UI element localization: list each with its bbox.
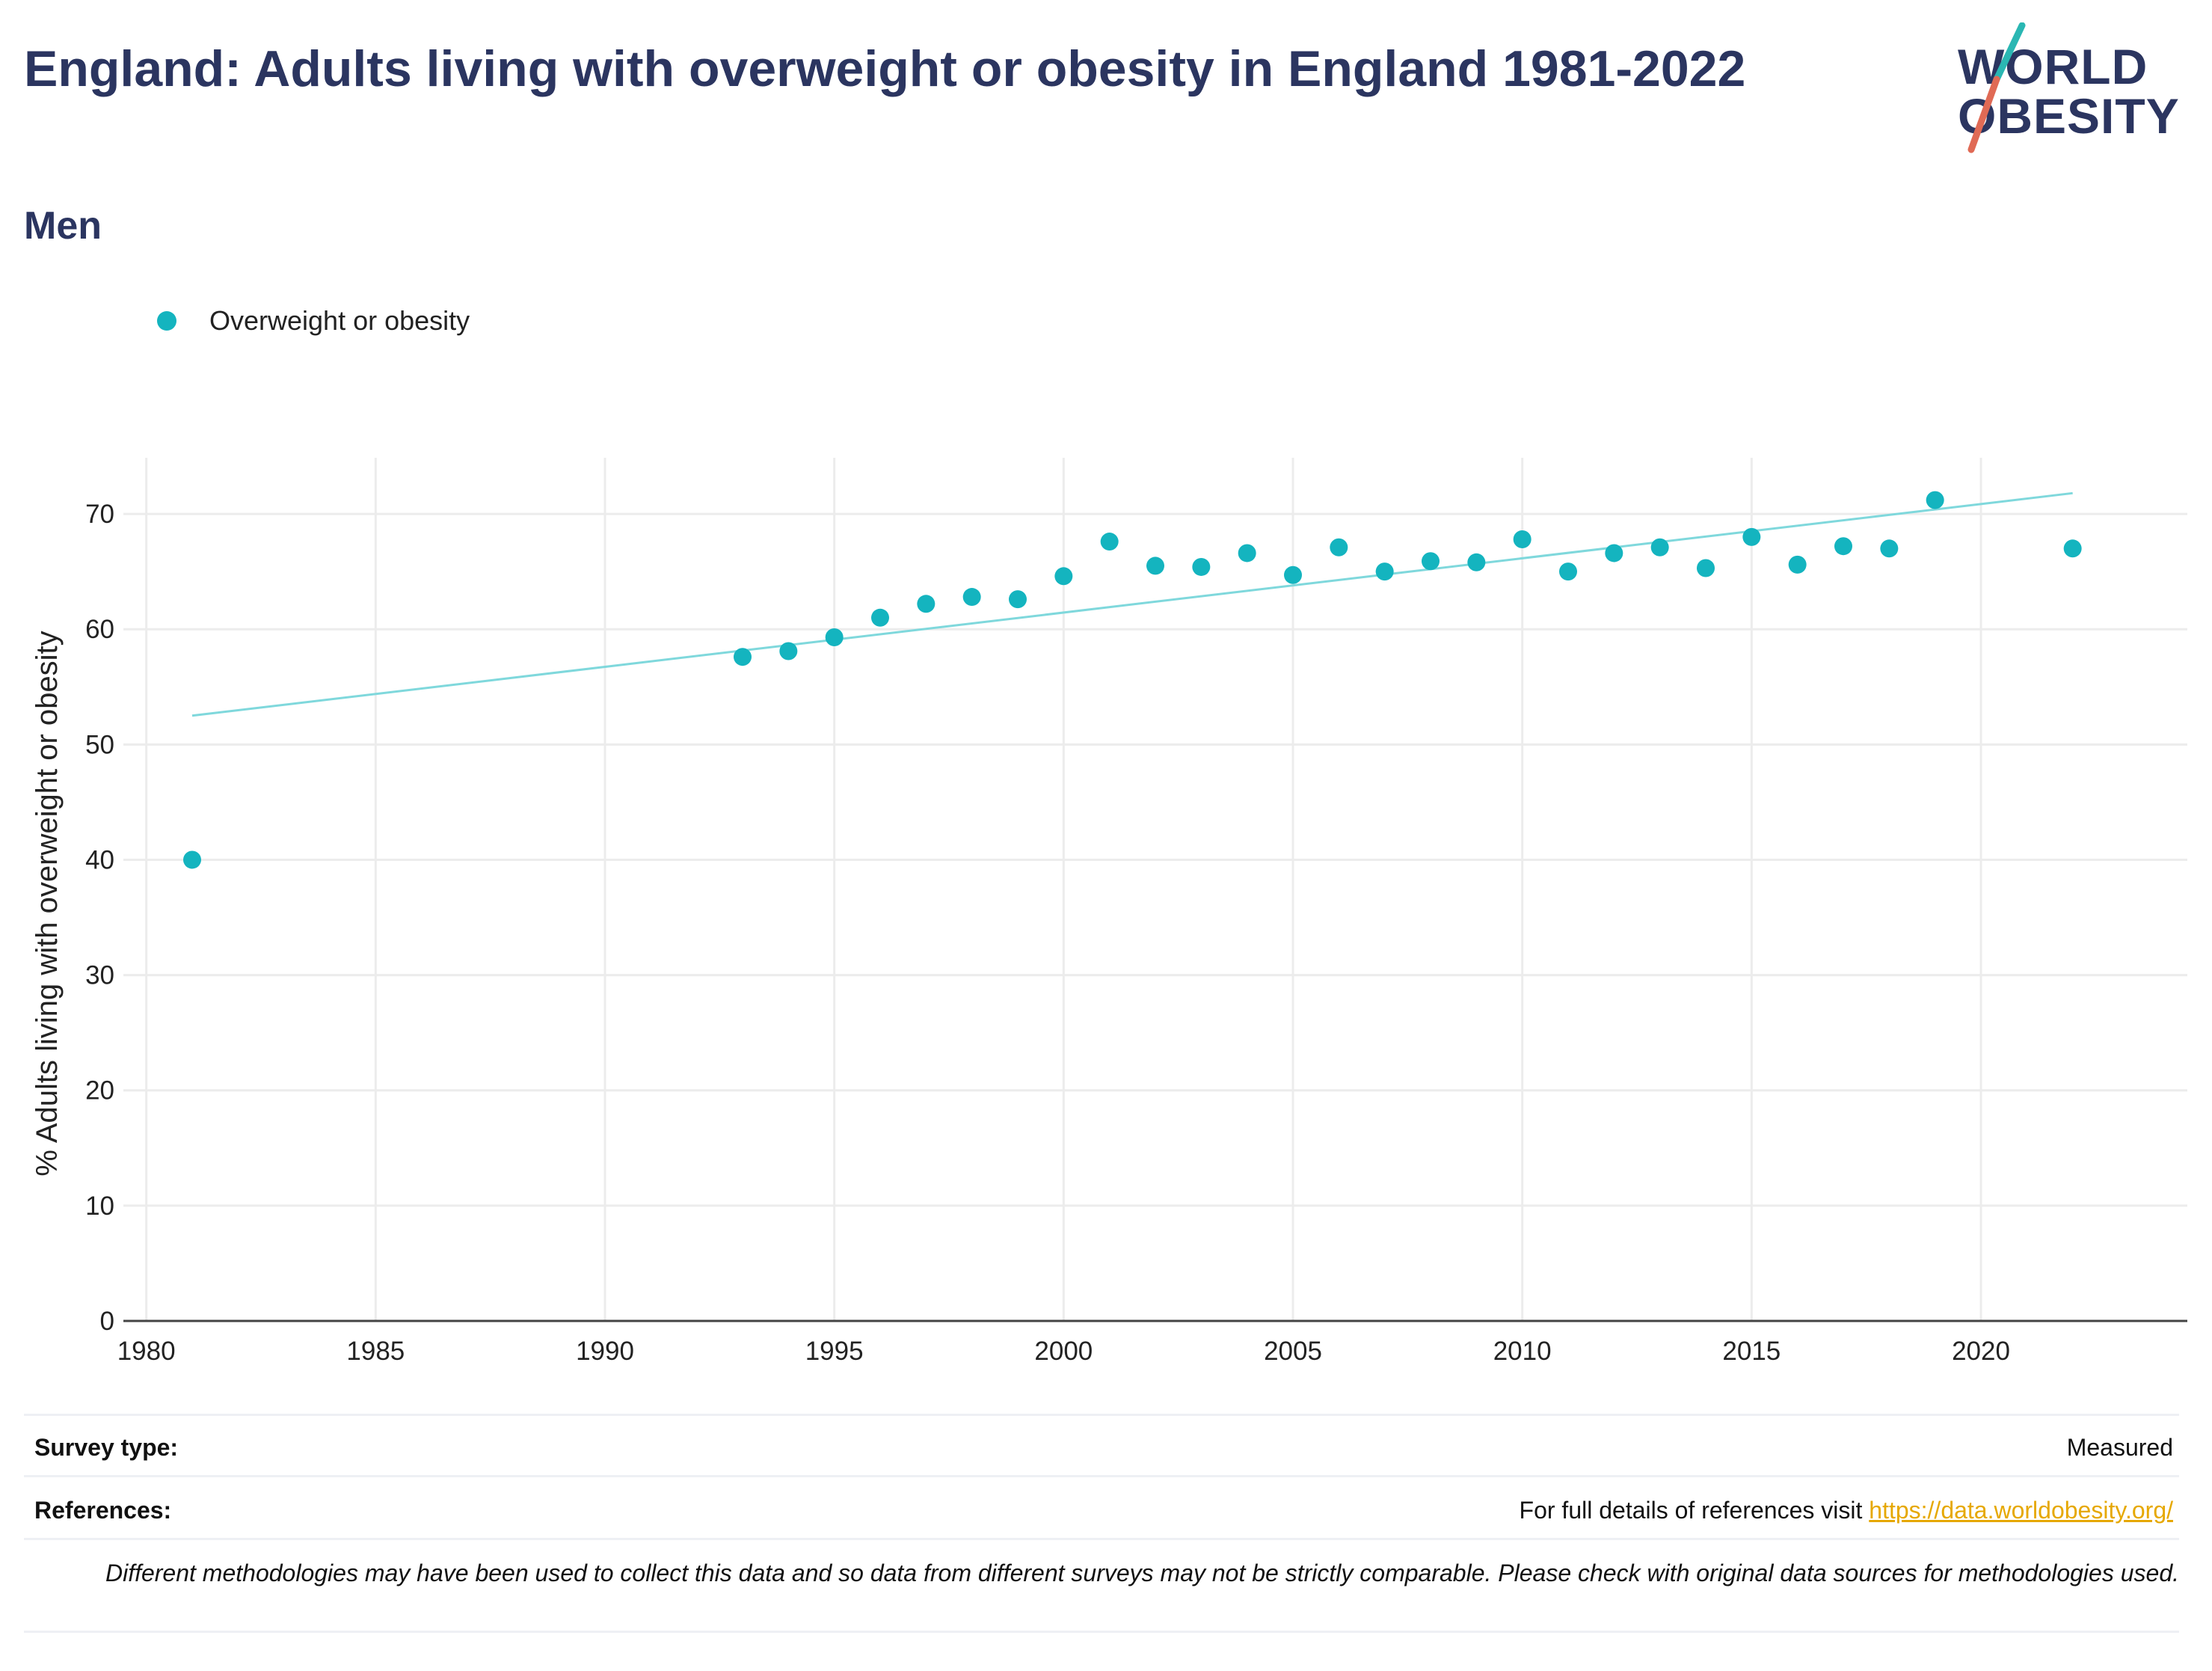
chart-legend: Overweight or obesity (157, 302, 470, 340)
data-point (871, 608, 889, 627)
legend-label: Overweight or obesity (209, 305, 470, 336)
y-tick-label: 40 (85, 845, 114, 874)
y-tick-label: 10 (85, 1192, 114, 1221)
y-tick-label: 20 (85, 1076, 114, 1106)
data-point (1422, 552, 1440, 571)
data-point (962, 588, 981, 607)
y-tick-label: 70 (85, 500, 114, 529)
references-link[interactable]: https://data.worldobesity.org/ (1869, 1497, 2173, 1524)
x-tick-label: 1985 (346, 1337, 405, 1366)
data-point (1238, 544, 1256, 562)
data-point (1375, 562, 1394, 581)
x-tick-label: 2020 (1952, 1337, 2010, 1366)
methodology-disclaimer: Different methodologies may have been us… (105, 1560, 2179, 1586)
data-point (825, 628, 844, 646)
x-tick-label: 2015 (1722, 1337, 1781, 1366)
data-point (1284, 565, 1302, 584)
data-point (1467, 553, 1486, 571)
scatter-chart: 0 10 20 30 40 50 60 70 1980 1985 1990 1995 2000 2005 2… (31, 458, 2187, 1366)
references-value: For full details of references visit htt… (1520, 1497, 2173, 1524)
logo-slash-icon (1967, 22, 2026, 153)
data-point (734, 648, 752, 666)
x-tick-label: 2005 (1264, 1337, 1322, 1366)
disclaimer-divider (24, 1538, 2179, 1540)
y-axis-title: % Adults living with overweight or obesi… (31, 631, 64, 1176)
page-title: England: Adults living with overweight o… (24, 40, 1746, 97)
data-point (1192, 557, 1211, 576)
y-tick-label: 60 (85, 615, 114, 644)
y-tick-label: 50 (85, 730, 114, 759)
data-point (1650, 538, 1669, 557)
data-point (1880, 539, 1899, 558)
references-label: References: (34, 1497, 172, 1524)
legend-marker (157, 311, 176, 331)
data-point (1926, 491, 1944, 509)
data-point (1834, 537, 1852, 556)
data-point (1009, 590, 1027, 609)
data-point (1697, 559, 1715, 577)
data-point (1513, 530, 1531, 548)
survey-type-value: Measured (2066, 1434, 2173, 1461)
survey-type-row: Survey type: Measured (24, 1414, 2179, 1476)
references-text: For full details of references visit (1519, 1497, 1870, 1524)
data-point (917, 595, 936, 613)
world-obesity-logo: WORLD OBESITY (1944, 22, 2191, 157)
x-tick-label: 1995 (805, 1337, 864, 1366)
data-point (1605, 544, 1623, 562)
data-point (1100, 533, 1119, 551)
data-point (1559, 562, 1577, 581)
page-subtitle: Men (24, 204, 102, 248)
data-point (2063, 539, 2082, 558)
x-tick-label: 2000 (1034, 1337, 1093, 1366)
logo-text-line1: WORLD (1958, 39, 2148, 94)
data-point (779, 642, 798, 660)
data-point (1146, 557, 1164, 575)
data-point (1788, 555, 1807, 574)
logo-text-line2: OBESITY (1958, 88, 2180, 144)
references-row: References: For full details of referenc… (24, 1475, 2179, 1537)
trendline (191, 491, 2073, 717)
data-point (1330, 538, 1348, 557)
x-tick-label: 1980 (117, 1337, 176, 1366)
y-tick-label: 0 (100, 1307, 114, 1336)
x-tick-label: 2010 (1493, 1337, 1552, 1366)
survey-type-label: Survey type: (34, 1434, 179, 1461)
data-point (1054, 567, 1073, 586)
footer-bottom-divider (24, 1631, 2179, 1633)
data-point (183, 850, 201, 869)
y-tick-label: 30 (85, 961, 114, 990)
x-tick-label: 1990 (576, 1337, 634, 1366)
data-point (1742, 527, 1761, 546)
